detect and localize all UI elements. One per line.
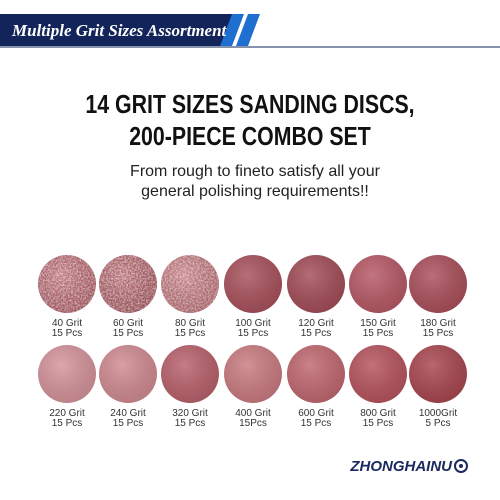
brand-logo (454, 459, 468, 473)
stripe (220, 14, 244, 46)
disc-label: 800 Grit (360, 408, 396, 419)
disc-shade (349, 345, 407, 403)
disc-label: 220 Grit (49, 408, 85, 419)
disc-shade (99, 255, 157, 313)
disc-shade (161, 345, 219, 403)
disc-count: 15 Pcs (52, 418, 83, 429)
disc-count: 15 Pcs (52, 328, 83, 339)
disc-count: 15 Pcs (301, 418, 332, 429)
disc-shade (349, 255, 407, 313)
disc-count: 5 Pcs (425, 418, 450, 429)
disc-shade (38, 255, 96, 313)
disc-shade (224, 255, 282, 313)
headline: 14 GRIT SIZES SANDING DISCS, (85, 90, 414, 120)
disc-label: 40 Grit (52, 318, 82, 329)
disc-label: 400 Grit (235, 408, 271, 419)
disc-shade (409, 345, 467, 403)
subtitle: From rough to fineto satisfy all your (130, 163, 381, 180)
banner-title: Multiple Grit Sizes Assortment (11, 21, 228, 40)
disc-label: 240 Grit (110, 408, 146, 419)
disc-label: 1000Grit (419, 408, 458, 419)
disc-label: 320 Grit (172, 408, 208, 419)
disc-count: 15 Pcs (175, 418, 206, 429)
disc-shade (99, 345, 157, 403)
disc-count: 15 Pcs (175, 328, 206, 339)
disc-count: 15Pcs (239, 418, 267, 429)
subtitle: general polishing requirements!! (141, 183, 369, 200)
disc-count: 15 Pcs (363, 418, 394, 429)
disc-shade (38, 345, 96, 403)
disc-shade (409, 255, 467, 313)
brand-logo (459, 464, 463, 468)
disc-shade (287, 345, 345, 403)
disc-count: 15 Pcs (113, 328, 144, 339)
disc-shade (161, 255, 219, 313)
disc-label: 120 Grit (298, 318, 334, 329)
disc-label: 180 Grit (420, 318, 456, 329)
banner (0, 14, 238, 46)
disc-count: 15 Pcs (113, 418, 144, 429)
disc-count: 15 Pcs (301, 328, 332, 339)
disc-label: 80 Grit (175, 318, 205, 329)
headline: 200-PIECE COMBO SET (129, 122, 371, 152)
disc-label: 100 Grit (235, 318, 271, 329)
disc-shade (287, 255, 345, 313)
brand: ZHONGHAINU (349, 458, 453, 475)
stripe (236, 14, 260, 46)
disc-label: 60 Grit (113, 318, 143, 329)
disc-count: 15 Pcs (423, 328, 454, 339)
disc-label: 600 Grit (298, 408, 334, 419)
disc-count: 15 Pcs (363, 328, 394, 339)
disc-count: 15 Pcs (238, 328, 269, 339)
disc-label: 150 Grit (360, 318, 396, 329)
disc-shade (224, 345, 282, 403)
